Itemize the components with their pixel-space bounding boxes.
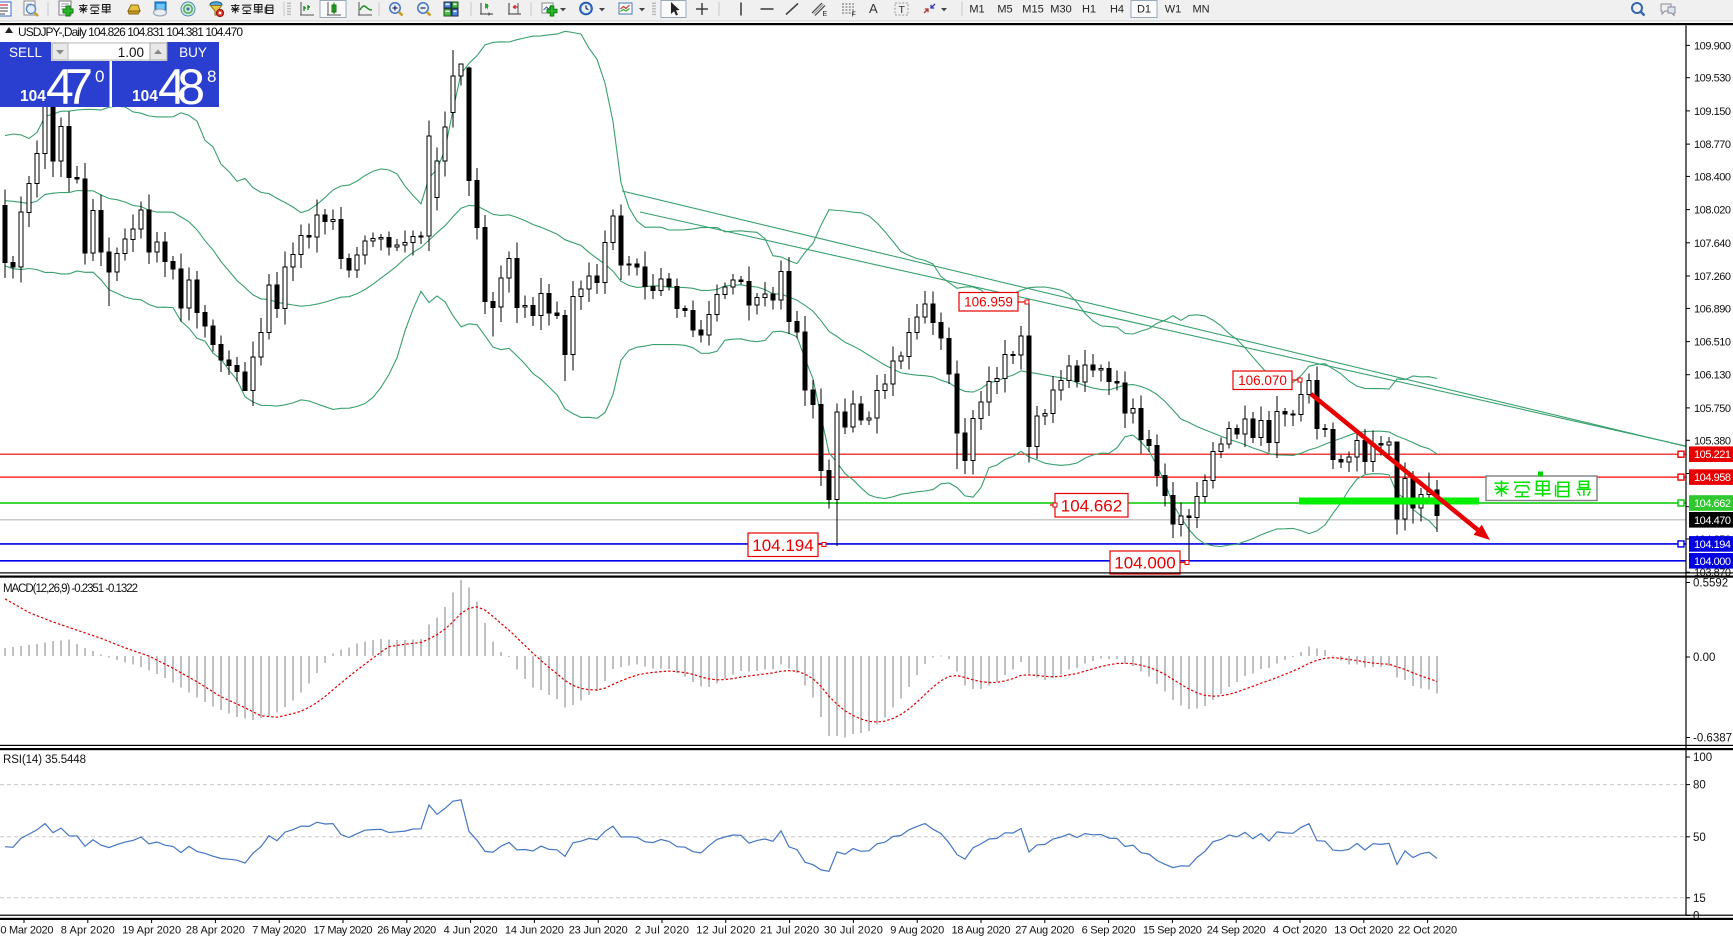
svg-text:USDJPY-,Daily 104.826 104.831: USDJPY-,Daily 104.826 104.831 104.381 10…	[18, 25, 243, 39]
svg-text:104.194: 104.194	[1694, 539, 1731, 551]
svg-text:2 Jul 2020: 2 Jul 2020	[635, 925, 689, 937]
svg-text:4 Jun 2020: 4 Jun 2020	[444, 925, 498, 937]
svg-text:26 May 2020: 26 May 2020	[377, 925, 436, 937]
svg-text:30 Jul 2020: 30 Jul 2020	[824, 925, 883, 937]
svg-text:BUY: BUY	[179, 45, 207, 60]
svg-text:104.662: 104.662	[1061, 496, 1122, 515]
svg-text:19 Apr 2020: 19 Apr 2020	[122, 925, 181, 937]
svg-text:0.5592: 0.5592	[1693, 578, 1728, 590]
svg-text:106.130: 106.130	[1694, 370, 1731, 382]
svg-text:8: 8	[207, 67, 216, 86]
svg-text:A: A	[869, 1, 878, 16]
svg-text:108.400: 108.400	[1694, 171, 1731, 183]
svg-text:MN: MN	[1192, 4, 1209, 16]
svg-text:17 May 2020: 17 May 2020	[314, 925, 373, 937]
svg-text:E: E	[823, 11, 828, 18]
svg-text:M1: M1	[969, 4, 984, 16]
svg-text:47: 47	[46, 59, 93, 115]
svg-text:15: 15	[1693, 893, 1706, 905]
svg-text:7 May 2020: 7 May 2020	[252, 925, 306, 937]
svg-text:104: 104	[20, 88, 46, 105]
svg-text:109.530: 109.530	[1694, 73, 1731, 85]
svg-text:MACD(12,26,9) -0.2351 -0.1322: MACD(12,26,9) -0.2351 -0.1322	[3, 583, 138, 595]
svg-text:RSI(14) 35.5448: RSI(14) 35.5448	[3, 754, 86, 766]
svg-text:108.020: 108.020	[1694, 205, 1731, 217]
svg-text:104.958: 104.958	[1694, 472, 1731, 484]
svg-text:M30: M30	[1050, 4, 1071, 16]
svg-text:9 Aug 2020: 9 Aug 2020	[890, 925, 944, 937]
svg-text:105.221: 105.221	[1694, 449, 1731, 461]
svg-text:21 Jul 2020: 21 Jul 2020	[760, 925, 819, 937]
svg-text:105.750: 105.750	[1694, 403, 1731, 415]
svg-text:109.150: 109.150	[1694, 106, 1731, 118]
svg-text:18 Aug 2020: 18 Aug 2020	[952, 925, 1011, 937]
svg-text:13 Oct 2020: 13 Oct 2020	[1334, 925, 1393, 937]
svg-text:SELL: SELL	[9, 45, 43, 60]
svg-text:22 Oct 2020: 22 Oct 2020	[1398, 925, 1457, 937]
svg-text:109.900: 109.900	[1694, 40, 1731, 52]
svg-text:104.662: 104.662	[1694, 498, 1731, 510]
svg-text:12 Jul 2020: 12 Jul 2020	[696, 925, 755, 937]
svg-text:50: 50	[1693, 832, 1706, 844]
svg-text:104.000: 104.000	[1694, 556, 1731, 568]
svg-text:14 Jun 2020: 14 Jun 2020	[505, 925, 564, 937]
svg-text:6 Sep 2020: 6 Sep 2020	[1082, 925, 1136, 937]
svg-text:104.470: 104.470	[1694, 515, 1731, 527]
svg-text:D1: D1	[1137, 4, 1151, 16]
svg-text:4 Oct 2020: 4 Oct 2020	[1273, 925, 1327, 937]
svg-text:108.770: 108.770	[1694, 139, 1731, 151]
svg-text:24 Sep 2020: 24 Sep 2020	[1207, 925, 1266, 937]
svg-text:0: 0	[1693, 911, 1699, 923]
svg-text:H1: H1	[1082, 4, 1096, 16]
svg-text:M15: M15	[1022, 4, 1043, 16]
svg-text:T: T	[899, 4, 906, 16]
svg-text:107.260: 107.260	[1694, 271, 1731, 283]
svg-text:0: 0	[95, 67, 104, 86]
svg-text:104.194: 104.194	[752, 536, 813, 555]
svg-text:100: 100	[1693, 752, 1712, 764]
svg-text:104.000: 104.000	[1114, 554, 1175, 573]
svg-text:M5: M5	[997, 4, 1012, 16]
svg-text:-0.6387: -0.6387	[1693, 733, 1732, 745]
svg-text:103.870: 103.870	[1694, 567, 1731, 579]
svg-text:106.070: 106.070	[1238, 373, 1287, 388]
svg-text:104: 104	[132, 88, 158, 105]
svg-text:H4: H4	[1110, 4, 1124, 16]
svg-text:8 Apr 2020: 8 Apr 2020	[61, 925, 115, 937]
svg-text:1.00: 1.00	[118, 45, 144, 60]
svg-text:48: 48	[158, 59, 205, 115]
svg-text:106.510: 106.510	[1694, 337, 1731, 349]
svg-text:0.00: 0.00	[1693, 652, 1715, 664]
svg-text:F: F	[852, 12, 856, 19]
svg-text:28 Apr 2020: 28 Apr 2020	[186, 925, 245, 937]
svg-text:23 Jun 2020: 23 Jun 2020	[569, 925, 628, 937]
svg-text:27 Aug 2020: 27 Aug 2020	[1015, 925, 1074, 937]
svg-text:106.959: 106.959	[964, 295, 1013, 310]
svg-text:106.890: 106.890	[1694, 303, 1731, 315]
svg-text:105.380: 105.380	[1694, 435, 1731, 447]
svg-text:15 Sep 2020: 15 Sep 2020	[1143, 925, 1202, 937]
svg-text:107.640: 107.640	[1694, 238, 1731, 250]
svg-text:30 Mar 2020: 30 Mar 2020	[0, 925, 54, 937]
svg-text:W1: W1	[1165, 4, 1182, 16]
svg-text:80: 80	[1693, 780, 1706, 792]
